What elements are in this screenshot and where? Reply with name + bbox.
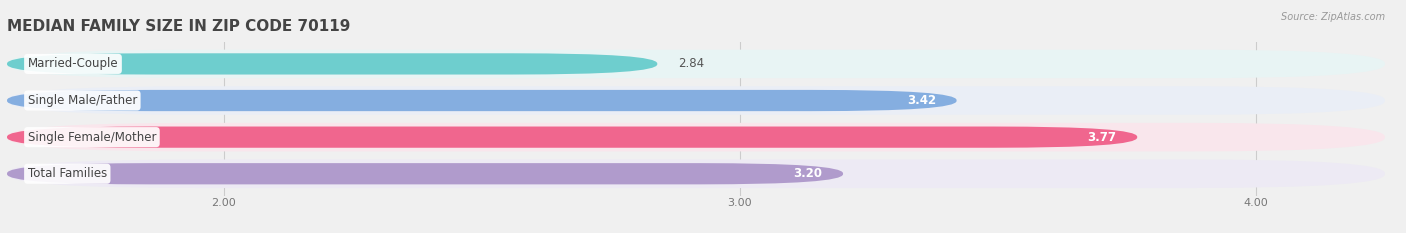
FancyBboxPatch shape: [7, 123, 1385, 151]
FancyBboxPatch shape: [7, 86, 1385, 115]
Text: 2.84: 2.84: [678, 57, 704, 70]
Text: Single Male/Father: Single Male/Father: [28, 94, 136, 107]
FancyBboxPatch shape: [7, 90, 956, 111]
Text: 3.42: 3.42: [907, 94, 936, 107]
Text: Single Female/Mother: Single Female/Mother: [28, 131, 156, 144]
Text: Source: ZipAtlas.com: Source: ZipAtlas.com: [1281, 12, 1385, 22]
FancyBboxPatch shape: [7, 50, 1385, 78]
FancyBboxPatch shape: [7, 53, 657, 75]
Text: Total Families: Total Families: [28, 167, 107, 180]
Text: MEDIAN FAMILY SIZE IN ZIP CODE 70119: MEDIAN FAMILY SIZE IN ZIP CODE 70119: [7, 19, 350, 34]
Text: 3.77: 3.77: [1088, 131, 1116, 144]
Text: Married-Couple: Married-Couple: [28, 57, 118, 70]
FancyBboxPatch shape: [7, 127, 1137, 148]
FancyBboxPatch shape: [7, 159, 1385, 188]
FancyBboxPatch shape: [7, 163, 844, 184]
Text: 3.20: 3.20: [793, 167, 823, 180]
